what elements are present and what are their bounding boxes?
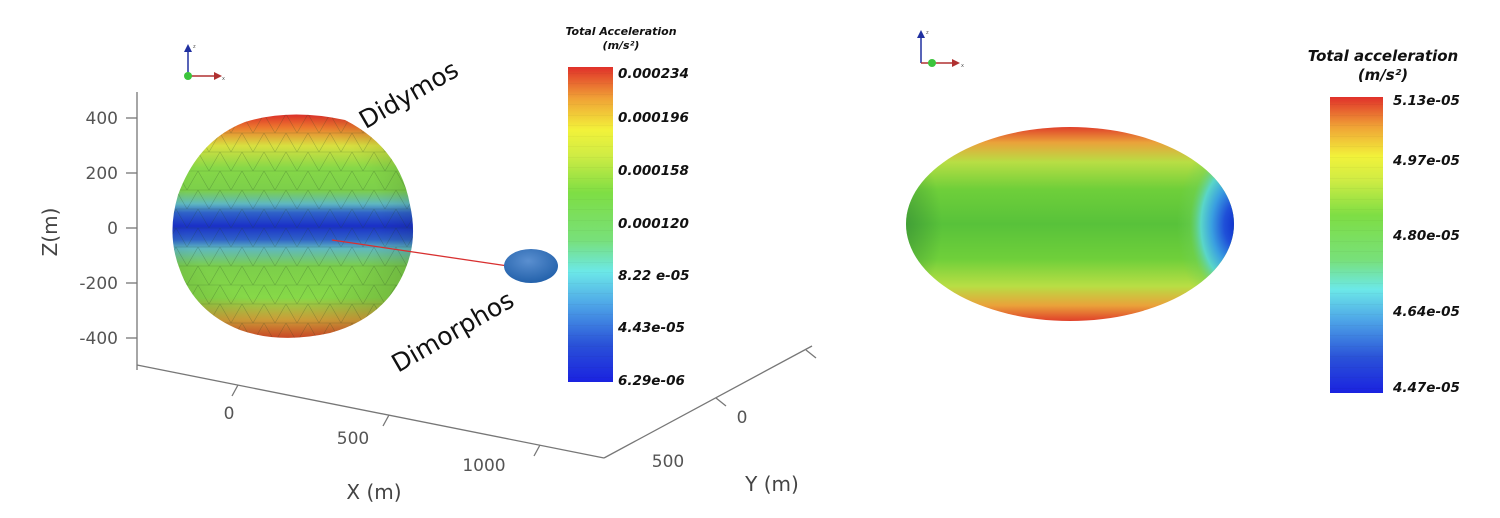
x-axis-label: X (m)	[346, 480, 401, 504]
colorbar-right-tick-3: 4.64e-05	[1392, 304, 1460, 320]
y-tick-500: 500	[652, 452, 684, 472]
x-axis-letter: x	[222, 76, 225, 82]
z-tick-minus-200: -200	[79, 274, 118, 294]
orbit-link-line	[331, 239, 509, 267]
orientation-axes-right: z x	[917, 30, 964, 69]
x-axis-letter: x	[961, 63, 964, 69]
z-tick-minus-400: -400	[79, 329, 118, 349]
y-tick-0: 0	[737, 408, 748, 428]
colorbar-right-unit: (m/s²)	[1358, 66, 1408, 84]
x-tick-1000: 1000	[462, 456, 505, 476]
z-axis-label: Z(m)	[38, 208, 62, 257]
colorbar-right-tick-2: 4.80e-05	[1392, 228, 1460, 244]
colorbar-left-tick-3: 0.000120	[618, 216, 689, 232]
z-tick-400: 400	[86, 109, 118, 129]
colorbar-right-tick-0: 5.13e-05	[1393, 93, 1460, 109]
y-axis-label: Y (m)	[744, 472, 799, 496]
dimorphos-ellipsoid	[906, 127, 1234, 321]
colorbar-right: Total acceleration (m/s²) 5.13e-05 4.97e…	[1308, 47, 1460, 396]
colorbar-right-title: Total acceleration	[1308, 47, 1458, 65]
z-tick-200: 200	[86, 164, 118, 184]
z-axis-letter: z	[926, 30, 929, 36]
x-axis-line	[136, 364, 605, 459]
x-tick-0: 0	[224, 404, 235, 424]
x-tick-500: 500	[337, 429, 369, 449]
colorbar-right-tick-1: 4.97e-05	[1392, 153, 1460, 169]
dimorphos-label: Dimorphos	[387, 285, 519, 378]
colorbar-left-tick-0: 0.000234	[618, 66, 689, 82]
colorbar-left-tick-2: 0.000158	[618, 163, 689, 179]
colorbar-right-tick-4: 4.47e-05	[1392, 380, 1460, 396]
colorbar-left-unit: (m/s²)	[603, 39, 640, 52]
orientation-axes-left: z x	[184, 44, 225, 82]
y-axis-line	[603, 345, 813, 459]
axes-frame-3d	[126, 92, 817, 459]
dimorphos-body	[504, 249, 558, 283]
didymos-body	[172, 114, 414, 338]
colorbar-left-tick-1: 0.000196	[618, 110, 689, 126]
didymos-label: Didymos	[354, 55, 463, 135]
colorbar-left-tick-6: 6.29e-06	[618, 373, 685, 389]
colorbar-left-title: Total Acceleration	[565, 25, 676, 38]
origin-marker	[184, 72, 192, 80]
origin-marker	[928, 59, 936, 67]
colorbar-left-tick-5: 4.43e-05	[617, 320, 685, 336]
z-tick-0: 0	[107, 219, 118, 239]
colorbar-left: Total Acceleration (m/s²) 0.000234 0.000…	[565, 25, 689, 389]
z-axis-letter: z	[193, 44, 196, 50]
colorbar-left-tick-4: 8.22 e-05	[618, 268, 690, 284]
